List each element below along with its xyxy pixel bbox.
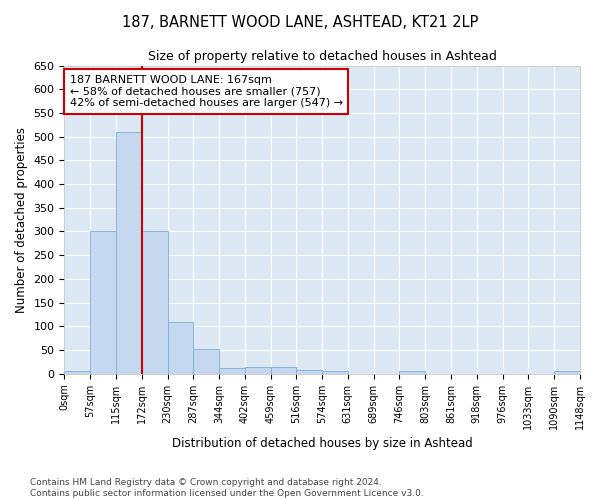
Bar xyxy=(64,372,90,374)
Bar xyxy=(142,232,168,374)
Bar xyxy=(322,372,348,374)
Bar xyxy=(245,366,271,374)
Bar xyxy=(296,370,322,374)
Bar xyxy=(168,322,193,374)
Bar xyxy=(193,348,219,374)
Bar xyxy=(271,366,296,374)
Title: Size of property relative to detached houses in Ashtead: Size of property relative to detached ho… xyxy=(148,50,497,63)
Text: 187, BARNETT WOOD LANE, ASHTEAD, KT21 2LP: 187, BARNETT WOOD LANE, ASHTEAD, KT21 2L… xyxy=(122,15,478,30)
Text: 187 BARNETT WOOD LANE: 167sqm
← 58% of detached houses are smaller (757)
42% of : 187 BARNETT WOOD LANE: 167sqm ← 58% of d… xyxy=(70,75,343,108)
Bar xyxy=(400,372,425,374)
Bar xyxy=(90,232,116,374)
Bar xyxy=(554,372,580,374)
Y-axis label: Number of detached properties: Number of detached properties xyxy=(15,126,28,312)
Bar xyxy=(219,368,245,374)
Text: Contains HM Land Registry data © Crown copyright and database right 2024.
Contai: Contains HM Land Registry data © Crown c… xyxy=(30,478,424,498)
Bar xyxy=(116,132,142,374)
X-axis label: Distribution of detached houses by size in Ashtead: Distribution of detached houses by size … xyxy=(172,437,473,450)
